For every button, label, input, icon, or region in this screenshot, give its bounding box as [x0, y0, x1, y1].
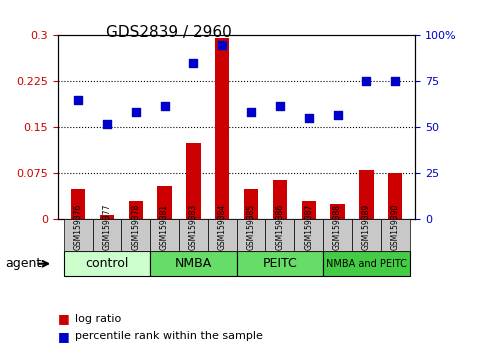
- Bar: [215, 39, 229, 219]
- Text: GSM159387: GSM159387: [304, 203, 313, 250]
- Bar: [186, 143, 200, 219]
- Text: control: control: [85, 257, 128, 270]
- Text: GSM159389: GSM159389: [362, 203, 371, 250]
- Point: [247, 109, 255, 115]
- Text: GDS2839 / 2960: GDS2839 / 2960: [106, 25, 232, 40]
- Point: [74, 97, 82, 103]
- Text: NMBA: NMBA: [175, 257, 212, 270]
- Bar: [244, 189, 258, 219]
- Text: GSM159386: GSM159386: [275, 203, 284, 250]
- Bar: [359, 170, 373, 219]
- Text: percentile rank within the sample: percentile rank within the sample: [75, 331, 263, 341]
- Text: GSM159385: GSM159385: [247, 203, 256, 250]
- Text: ■: ■: [58, 330, 70, 343]
- Point: [132, 109, 140, 115]
- Text: GSM159383: GSM159383: [189, 203, 198, 250]
- Bar: [273, 179, 287, 219]
- Bar: [71, 189, 85, 219]
- Point: [391, 79, 399, 84]
- Text: GSM159377: GSM159377: [102, 203, 112, 250]
- Point: [161, 103, 169, 109]
- Point: [363, 79, 370, 84]
- Text: GSM159376: GSM159376: [73, 203, 83, 250]
- Point: [103, 121, 111, 127]
- Text: ■: ■: [58, 312, 70, 325]
- Text: GSM159390: GSM159390: [391, 203, 400, 250]
- Bar: [388, 173, 402, 219]
- Bar: [301, 201, 316, 219]
- Bar: [128, 201, 143, 219]
- Bar: [100, 215, 114, 219]
- Bar: [330, 204, 345, 219]
- Point: [276, 103, 284, 109]
- Point: [218, 42, 226, 47]
- Text: GSM159381: GSM159381: [160, 204, 169, 250]
- Point: [189, 60, 197, 66]
- Text: agent: agent: [5, 257, 41, 270]
- Point: [305, 115, 313, 121]
- Text: NMBA and PEITC: NMBA and PEITC: [326, 259, 407, 269]
- Text: GSM159378: GSM159378: [131, 203, 140, 250]
- Point: [334, 112, 341, 118]
- Text: log ratio: log ratio: [75, 314, 121, 324]
- Text: PEITC: PEITC: [263, 257, 297, 270]
- Text: GSM159388: GSM159388: [333, 204, 342, 250]
- Text: GSM159384: GSM159384: [218, 203, 227, 250]
- Bar: [157, 186, 172, 219]
